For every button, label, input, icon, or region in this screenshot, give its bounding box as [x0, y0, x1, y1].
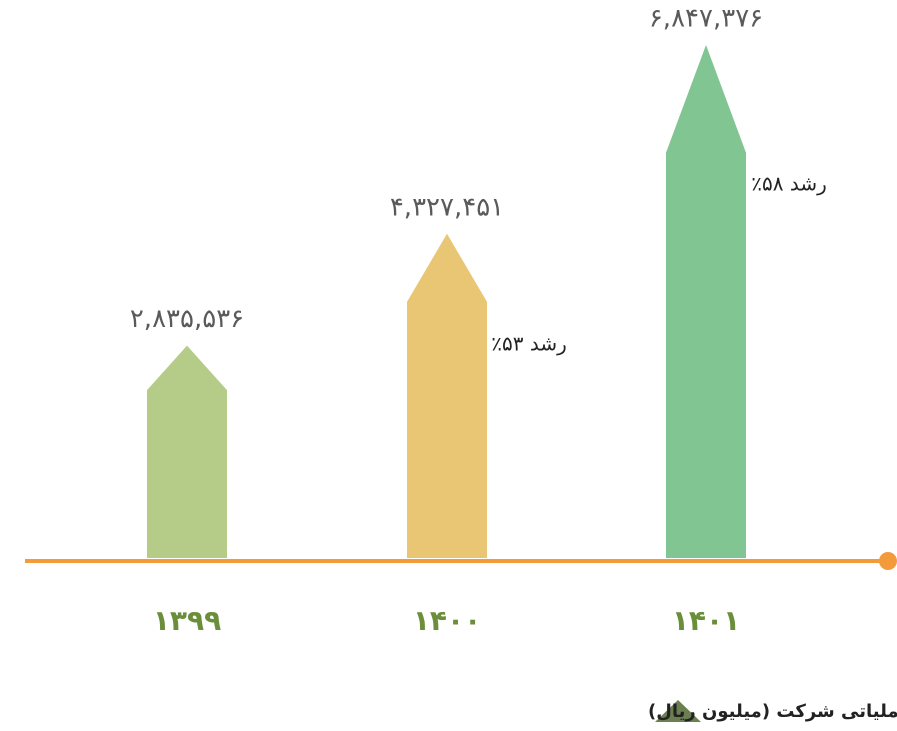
bar [407, 233, 487, 559]
chart-title: نمودار رشد درآمد عملیاتی شرکت (میلیون ری… [648, 699, 897, 722]
baseline-end [879, 552, 897, 570]
title-icon [655, 700, 701, 722]
x-tick-label: ۱۴۰۰ [413, 604, 481, 637]
growth-annotation: رشد ۵۳٪ [491, 332, 567, 356]
bar [666, 45, 746, 558]
bar [147, 345, 227, 558]
value-label: ۲,۸۳۵,۵۳۶ [130, 304, 244, 334]
value-label: ۴,۳۲۷,۴۵۱ [390, 192, 504, 222]
x-tick-label: ۱۳۹۹ [153, 604, 221, 637]
x-tick-label: ۱۴۰۱ [672, 604, 740, 637]
value-label: ۶,۸۴۷,۳۷۶ [649, 4, 763, 34]
growth-annotation: رشد ۵۸٪ [751, 172, 827, 196]
